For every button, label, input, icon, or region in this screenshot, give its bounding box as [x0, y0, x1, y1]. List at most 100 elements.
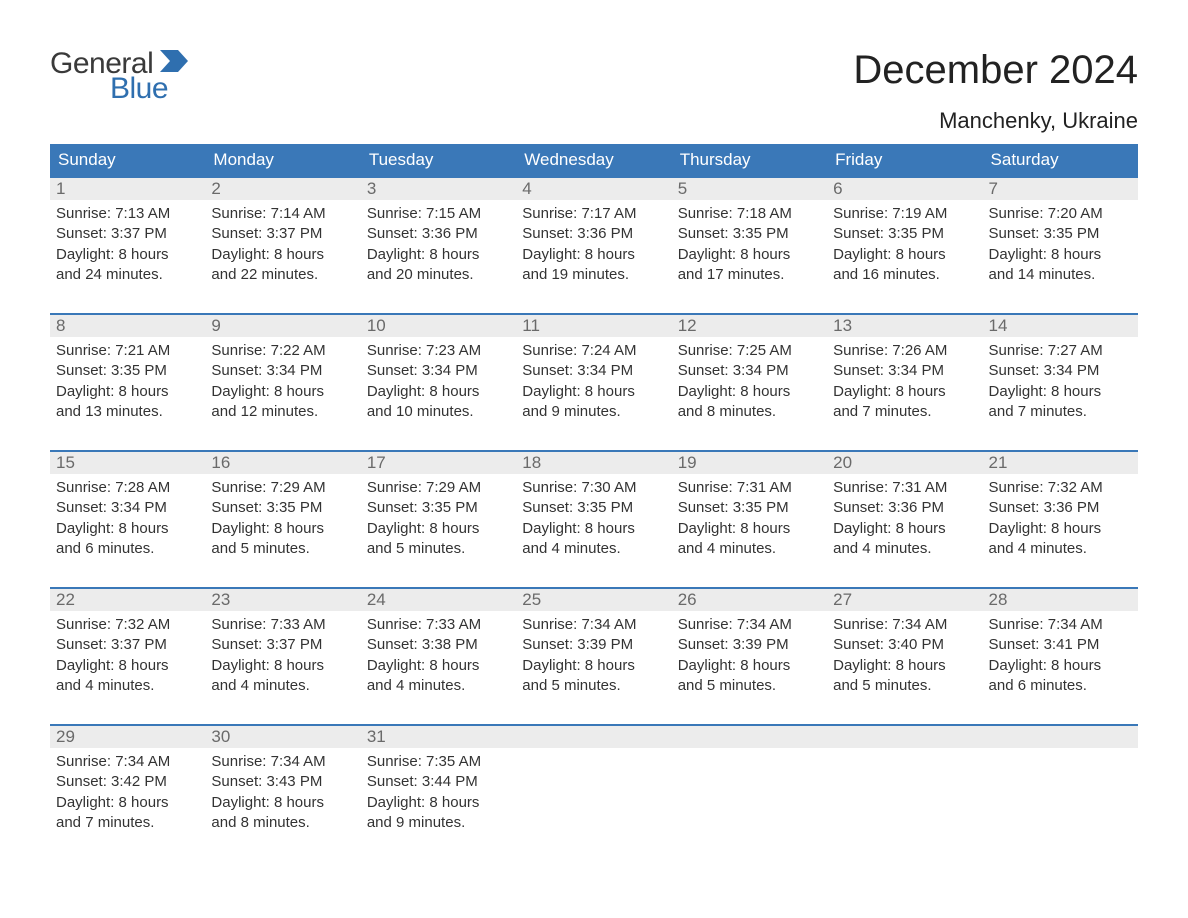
day-sunrise: Sunrise: 7:33 AM: [211, 615, 354, 635]
day-number: 20: [827, 451, 982, 474]
day-detail: Sunrise: 7:29 AMSunset: 3:35 PMDaylight:…: [205, 474, 360, 588]
day-day2: and 13 minutes.: [56, 402, 199, 422]
day-detail: Sunrise: 7:33 AMSunset: 3:37 PMDaylight:…: [205, 611, 360, 725]
day-sunset: Sunset: 3:36 PM: [833, 498, 976, 518]
day-day2: and 19 minutes.: [522, 265, 665, 285]
day-sunrise: Sunrise: 7:13 AM: [56, 204, 199, 224]
day-sunset: Sunset: 3:34 PM: [989, 361, 1132, 381]
day-day2: and 9 minutes.: [522, 402, 665, 422]
day-day2: and 22 minutes.: [211, 265, 354, 285]
day-sunrise: Sunrise: 7:30 AM: [522, 478, 665, 498]
day-number: 28: [983, 588, 1138, 611]
day-sunset: Sunset: 3:43 PM: [211, 772, 354, 792]
week-body-row: Sunrise: 7:32 AMSunset: 3:37 PMDaylight:…: [50, 611, 1138, 725]
day-number: 24: [361, 588, 516, 611]
day-sunrise: Sunrise: 7:34 AM: [56, 752, 199, 772]
day-sunset: Sunset: 3:35 PM: [678, 498, 821, 518]
day-number: 26: [672, 588, 827, 611]
day-day1: Daylight: 8 hours: [989, 382, 1132, 402]
day-sunrise: Sunrise: 7:24 AM: [522, 341, 665, 361]
day-sunrise: Sunrise: 7:18 AM: [678, 204, 821, 224]
day-number: 31: [361, 725, 516, 748]
day-day1: Daylight: 8 hours: [367, 519, 510, 539]
day-sunset: Sunset: 3:39 PM: [522, 635, 665, 655]
day-detail: Sunrise: 7:31 AMSunset: 3:36 PMDaylight:…: [827, 474, 982, 588]
day-sunrise: Sunrise: 7:14 AM: [211, 204, 354, 224]
day-number: 2: [205, 177, 360, 200]
day-day1: Daylight: 8 hours: [989, 656, 1132, 676]
week-number-row: 22232425262728: [50, 588, 1138, 611]
day-sunset: Sunset: 3:34 PM: [367, 361, 510, 381]
day-sunrise: Sunrise: 7:21 AM: [56, 341, 199, 361]
day-day1: Daylight: 8 hours: [211, 245, 354, 265]
day-detail: Sunrise: 7:35 AMSunset: 3:44 PMDaylight:…: [361, 748, 516, 861]
day-detail: Sunrise: 7:23 AMSunset: 3:34 PMDaylight:…: [361, 337, 516, 451]
day-day1: Daylight: 8 hours: [678, 382, 821, 402]
day-sunrise: Sunrise: 7:23 AM: [367, 341, 510, 361]
day-sunset: Sunset: 3:36 PM: [522, 224, 665, 244]
day-day1: Daylight: 8 hours: [211, 793, 354, 813]
day-sunset: Sunset: 3:39 PM: [678, 635, 821, 655]
month-title: December 2024: [853, 50, 1138, 90]
day-sunrise: Sunrise: 7:34 AM: [989, 615, 1132, 635]
day-sunrise: Sunrise: 7:27 AM: [989, 341, 1132, 361]
day-day1: Daylight: 8 hours: [56, 793, 199, 813]
day-number: 16: [205, 451, 360, 474]
day-sunset: Sunset: 3:42 PM: [56, 772, 199, 792]
day-number: 25: [516, 588, 671, 611]
day-sunset: Sunset: 3:37 PM: [211, 224, 354, 244]
day-day2: and 7 minutes.: [833, 402, 976, 422]
day-day1: Daylight: 8 hours: [367, 793, 510, 813]
day-sunset: Sunset: 3:44 PM: [367, 772, 510, 792]
day-day2: and 8 minutes.: [211, 813, 354, 833]
day-day2: and 12 minutes.: [211, 402, 354, 422]
day-day1: Daylight: 8 hours: [522, 382, 665, 402]
day-sunrise: Sunrise: 7:34 AM: [678, 615, 821, 635]
day-header: Monday: [205, 144, 360, 177]
day-header: Friday: [827, 144, 982, 177]
week-number-row: 1234567: [50, 177, 1138, 200]
day-day2: and 5 minutes.: [833, 676, 976, 696]
day-day1: Daylight: 8 hours: [678, 656, 821, 676]
day-sunset: Sunset: 3:36 PM: [367, 224, 510, 244]
day-sunrise: Sunrise: 7:34 AM: [833, 615, 976, 635]
day-day1: Daylight: 8 hours: [56, 656, 199, 676]
day-detail: Sunrise: 7:17 AMSunset: 3:36 PMDaylight:…: [516, 200, 671, 314]
day-sunset: Sunset: 3:38 PM: [367, 635, 510, 655]
day-number: 6: [827, 177, 982, 200]
day-number: 18: [516, 451, 671, 474]
day-day2: and 7 minutes.: [56, 813, 199, 833]
day-sunset: Sunset: 3:37 PM: [56, 635, 199, 655]
day-sunrise: Sunrise: 7:22 AM: [211, 341, 354, 361]
day-number: 11: [516, 314, 671, 337]
brand-logo: General Blue: [50, 50, 188, 103]
day-sunrise: Sunrise: 7:25 AM: [678, 341, 821, 361]
day-detail: Sunrise: 7:20 AMSunset: 3:35 PMDaylight:…: [983, 200, 1138, 314]
day-detail: Sunrise: 7:18 AMSunset: 3:35 PMDaylight:…: [672, 200, 827, 314]
day-header: Tuesday: [361, 144, 516, 177]
day-sunrise: Sunrise: 7:15 AM: [367, 204, 510, 224]
day-sunset: Sunset: 3:40 PM: [833, 635, 976, 655]
day-number: 13: [827, 314, 982, 337]
day-sunset: Sunset: 3:34 PM: [56, 498, 199, 518]
title-block: December 2024 Manchenky, Ukraine: [853, 50, 1138, 134]
day-detail: Sunrise: 7:14 AMSunset: 3:37 PMDaylight:…: [205, 200, 360, 314]
empty-cell: [983, 725, 1138, 748]
day-day2: and 4 minutes.: [367, 676, 510, 696]
day-detail: Sunrise: 7:27 AMSunset: 3:34 PMDaylight:…: [983, 337, 1138, 451]
week-body-row: Sunrise: 7:34 AMSunset: 3:42 PMDaylight:…: [50, 748, 1138, 861]
day-number: 21: [983, 451, 1138, 474]
day-detail: Sunrise: 7:26 AMSunset: 3:34 PMDaylight:…: [827, 337, 982, 451]
day-number: 15: [50, 451, 205, 474]
day-day2: and 5 minutes.: [678, 676, 821, 696]
day-sunrise: Sunrise: 7:17 AM: [522, 204, 665, 224]
day-detail: Sunrise: 7:29 AMSunset: 3:35 PMDaylight:…: [361, 474, 516, 588]
day-day2: and 4 minutes.: [522, 539, 665, 559]
day-sunrise: Sunrise: 7:33 AM: [367, 615, 510, 635]
day-sunrise: Sunrise: 7:19 AM: [833, 204, 976, 224]
day-sunset: Sunset: 3:35 PM: [833, 224, 976, 244]
week-body-row: Sunrise: 7:21 AMSunset: 3:35 PMDaylight:…: [50, 337, 1138, 451]
day-sunset: Sunset: 3:34 PM: [678, 361, 821, 381]
day-day1: Daylight: 8 hours: [522, 656, 665, 676]
day-sunrise: Sunrise: 7:26 AM: [833, 341, 976, 361]
